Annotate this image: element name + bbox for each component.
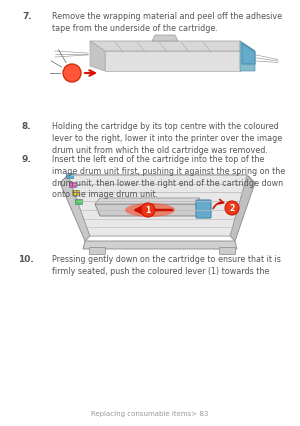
FancyBboxPatch shape <box>69 182 76 187</box>
Polygon shape <box>240 42 255 72</box>
FancyArrowPatch shape <box>213 200 224 209</box>
Text: Insert the left end of the cartridge into the top of the
image drum unit first, : Insert the left end of the cartridge int… <box>52 155 285 199</box>
FancyBboxPatch shape <box>72 191 79 196</box>
Polygon shape <box>90 42 105 72</box>
Polygon shape <box>95 204 200 216</box>
Polygon shape <box>105 52 240 72</box>
FancyBboxPatch shape <box>75 200 82 204</box>
Polygon shape <box>60 176 90 242</box>
Text: 8.: 8. <box>22 122 32 131</box>
Text: Holding the cartridge by its top centre with the coloured
lever to the right, lo: Holding the cartridge by its top centre … <box>52 122 282 154</box>
Polygon shape <box>230 176 255 242</box>
Circle shape <box>141 204 155 218</box>
Text: 1: 1 <box>146 206 151 215</box>
Text: 7.: 7. <box>22 12 32 21</box>
FancyBboxPatch shape <box>66 173 73 178</box>
Polygon shape <box>83 242 237 249</box>
Circle shape <box>63 65 81 83</box>
Polygon shape <box>152 36 178 42</box>
FancyBboxPatch shape <box>220 248 236 255</box>
Polygon shape <box>60 176 255 184</box>
Text: Remove the wrapping material and peel off the adhesive
tape from the underside o: Remove the wrapping material and peel of… <box>52 12 282 33</box>
FancyBboxPatch shape <box>89 248 106 255</box>
Text: 9.: 9. <box>22 155 32 164</box>
Polygon shape <box>95 199 200 204</box>
Ellipse shape <box>125 204 175 218</box>
Polygon shape <box>242 44 255 65</box>
Text: 10.: 10. <box>18 254 34 263</box>
FancyArrowPatch shape <box>136 207 172 213</box>
Text: Replacing consumable items> 83: Replacing consumable items> 83 <box>91 410 209 416</box>
Text: 2: 2 <box>230 204 235 213</box>
Text: Pressing gently down on the cartridge to ensure that it is
firmly seated, push t: Pressing gently down on the cartridge to… <box>52 254 281 275</box>
Polygon shape <box>90 42 255 52</box>
FancyBboxPatch shape <box>196 201 211 219</box>
FancyArrowPatch shape <box>85 71 95 77</box>
Circle shape <box>225 201 239 216</box>
Polygon shape <box>68 176 247 236</box>
